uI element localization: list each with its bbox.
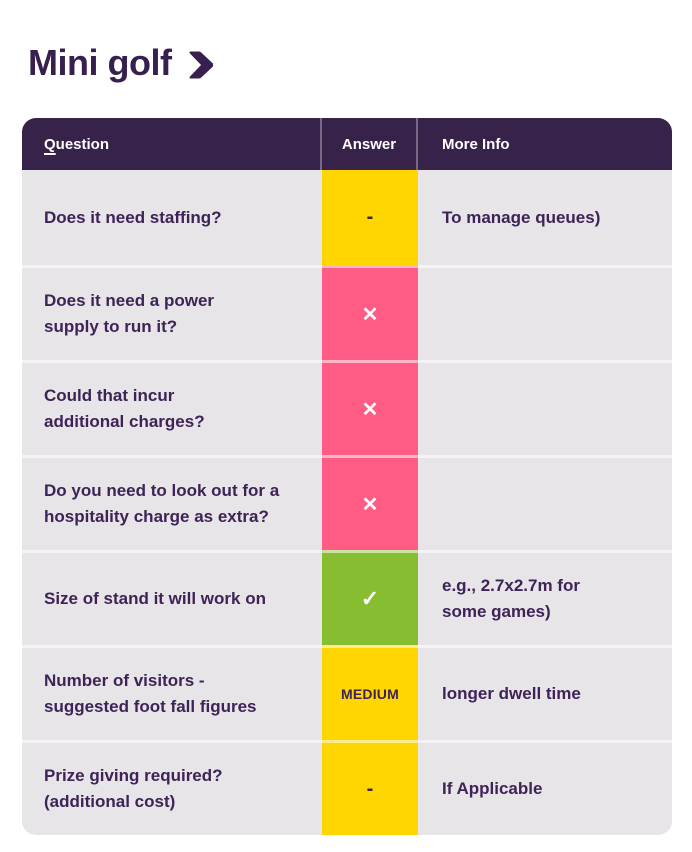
answer-cell: ✕ — [322, 265, 418, 360]
question-cell: Prize giving required? (additional cost) — [22, 740, 322, 835]
answer-cell: - — [322, 170, 418, 265]
more-info-cell: To manage queues) — [418, 170, 672, 265]
question-cell: Size of stand it will work on — [22, 550, 322, 645]
table-row: Could that incur additional charges? ✕ — [22, 360, 672, 455]
cross-icon: ✕ — [361, 398, 379, 421]
page-title: Mini golf — [28, 42, 172, 83]
section-title-link[interactable]: Mini golf — [28, 42, 214, 84]
chevron-right-icon — [189, 51, 214, 79]
cross-icon: ✕ — [361, 493, 379, 516]
answer-cell: ✕ — [322, 360, 418, 455]
question-cell: Could that incur additional charges? — [22, 360, 322, 455]
answer-text: MEDIUM — [341, 686, 399, 702]
answer-cell: MEDIUM — [322, 645, 418, 740]
table-row: Number of visitors - suggested foot fall… — [22, 645, 672, 740]
more-info-cell — [418, 265, 672, 360]
table-row: Does it need a power supply to run it? ✕ — [22, 265, 672, 360]
question-cell: Number of visitors - suggested foot fall… — [22, 645, 322, 740]
question-cell: Do you need to look out for a hospitalit… — [22, 455, 322, 550]
table-header-row: Question Answer More Info — [22, 118, 672, 170]
more-info-cell — [418, 455, 672, 550]
table-row: Does it need staffing? - To manage queues) — [22, 170, 672, 265]
answer-cell: ✓ — [322, 550, 418, 645]
more-info-cell: If Applicable — [418, 740, 672, 835]
table-row: Do you need to look out for a hospitalit… — [22, 455, 672, 550]
table-row: Size of stand it will work on ✓ e.g., 2.7x… — [22, 550, 672, 645]
question-cell: Does it need staffing? — [22, 170, 322, 265]
more-info-cell: e.g., 2.7x2.7m for some games) — [418, 550, 672, 645]
more-info-cell: longer dwell time — [418, 645, 672, 740]
column-header-question: Question — [22, 118, 322, 170]
column-header-answer: Answer — [322, 118, 418, 170]
table-body: Does it need staffing? - To manage queues)… — [22, 170, 672, 835]
dash-icon: - — [366, 206, 374, 228]
answer-cell: ✕ — [322, 455, 418, 550]
mini-golf-info-table: Question Answer More Info Does it need s… — [22, 118, 672, 835]
dash-icon: - — [366, 777, 374, 800]
check-icon: ✓ — [360, 586, 380, 611]
table-row: Prize giving required? (additional cost)… — [22, 740, 672, 835]
answer-cell: - — [322, 740, 418, 835]
question-cell: Does it need a power supply to run it? — [22, 265, 322, 360]
column-header-more-info: More Info — [442, 135, 510, 153]
cross-icon: ✕ — [361, 303, 379, 326]
more-info-cell — [418, 360, 672, 455]
